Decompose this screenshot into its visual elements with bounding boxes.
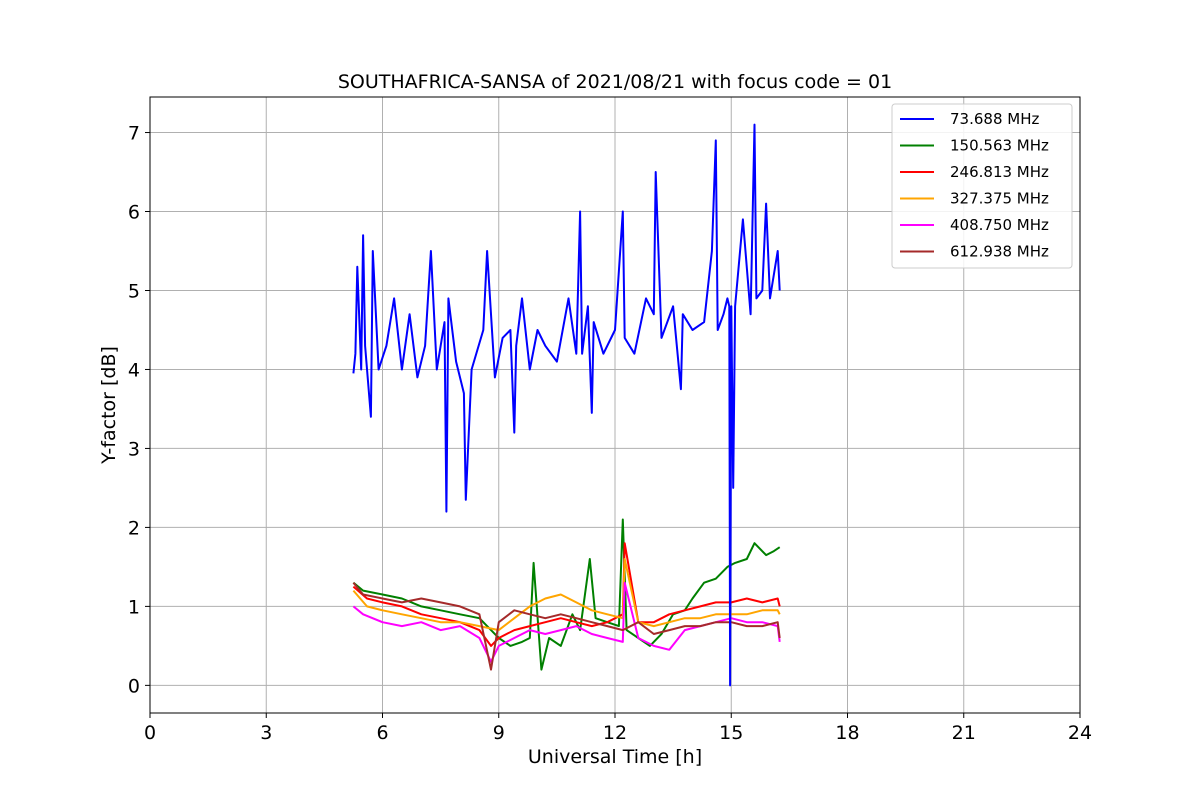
legend-label: 150.563 MHz [950, 137, 1049, 155]
x-tick-label: 3 [260, 722, 272, 744]
y-tick-label: 5 [128, 280, 140, 302]
y-tick-label: 3 [128, 438, 140, 460]
x-tick-label: 9 [493, 722, 505, 744]
y-tick-label: 4 [128, 359, 140, 381]
legend-box [891, 103, 1073, 269]
y-tick-label: 2 [128, 517, 140, 539]
series-line-612-938-mhz [352, 582, 781, 671]
y-tick-label: 6 [128, 202, 140, 224]
x-tick-label: 21 [952, 722, 976, 744]
series-line-150-563-mhz [352, 518, 781, 671]
x-axis-label: Universal Time [h] [528, 746, 702, 768]
series-line-327-375-mhz [352, 558, 781, 632]
legend-label: 246.813 MHz [950, 163, 1049, 181]
chart-title: SOUTHAFRICA-SANSA of 2021/08/21 with foc… [338, 71, 892, 93]
y-tick-label: 7 [128, 123, 140, 145]
legend-label: 327.375 MHz [950, 190, 1049, 208]
x-tick-label: 6 [376, 722, 388, 744]
x-tick-label: 0 [144, 722, 156, 744]
legend: 73.688 MHz 150.563 MHz 246.813 MHz 327.375 … [891, 103, 1073, 269]
x-tick-label: 24 [1068, 722, 1092, 744]
x-tick-label: 15 [719, 722, 743, 744]
y-tick-label: 0 [128, 675, 140, 697]
x-tick-label: 12 [603, 722, 627, 744]
legend-label: 408.750 MHz [950, 216, 1049, 234]
legend-label: 73.688 MHz [950, 110, 1039, 128]
y-axis-label: Y-factor [dB] [98, 346, 120, 465]
y-tick-label: 1 [128, 596, 140, 618]
series-line-73-688-mhz [352, 123, 781, 687]
x-tick-label: 18 [835, 722, 859, 744]
plot-series [352, 123, 781, 687]
series-line-246-813-mhz [352, 542, 781, 647]
legend-label: 612.938 MHz [950, 243, 1049, 261]
